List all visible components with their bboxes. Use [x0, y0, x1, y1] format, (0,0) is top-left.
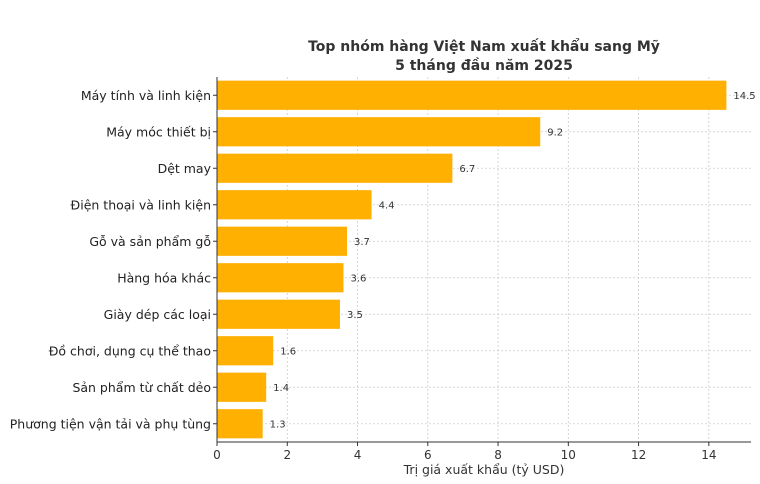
bar	[217, 190, 372, 220]
x-tick-label: 8	[494, 448, 502, 462]
category-label: Máy tính và linh kiện	[81, 88, 211, 103]
x-tick-label: 2	[283, 448, 291, 462]
category-label: Máy móc thiết bị	[106, 124, 211, 139]
bar	[217, 153, 453, 183]
data-label: 14.5	[733, 91, 755, 102]
chart-title: Top nhóm hàng Việt Nam xuất khẩu sang Mỹ	[308, 38, 660, 55]
category-label: Giày dép các loại	[104, 307, 211, 322]
data-label: 3.5	[347, 310, 363, 321]
data-label: 1.3	[270, 419, 286, 430]
data-label: 1.4	[273, 383, 289, 394]
bar	[217, 409, 263, 439]
data-label: 6.7	[459, 164, 475, 175]
bar	[217, 372, 267, 402]
x-tick-label: 4	[354, 448, 362, 462]
category-label: Đồ chơi, dụng cụ thể thao	[49, 343, 211, 358]
x-tick-label: 0	[213, 448, 221, 462]
category-label: Gỗ và sản phẩm gỗ	[89, 234, 211, 249]
x-axis-label: Trị giá xuất khẩu (tỷ USD)	[403, 462, 565, 477]
bar	[217, 263, 344, 293]
category-label: Phương tiện vận tải và phụ tùng	[10, 416, 211, 431]
category-label: Hàng hóa khác	[117, 270, 211, 285]
data-label: 4.4	[379, 200, 395, 211]
bar	[217, 226, 347, 256]
chart-subtitle: 5 tháng đầu năm 2025	[395, 57, 573, 74]
data-label: 3.6	[350, 273, 366, 284]
bar	[217, 336, 274, 366]
category-label: Điện thoại và linh kiện	[71, 197, 211, 212]
x-tick-label: 12	[631, 448, 646, 462]
x-tick-label: 6	[424, 448, 432, 462]
x-tick-label: 14	[701, 448, 716, 462]
bar	[217, 117, 541, 147]
bar	[217, 80, 727, 110]
bars: 14.5 9.2 6.7 4.4 3.7 3.6 3.5 1.6 1.4 1.3	[217, 80, 756, 439]
data-label: 9.2	[547, 127, 563, 138]
axes: 0 2 4 6 8 10 12 14 Máy tính và linh kiện Máy móc …	[10, 77, 751, 462]
data-label: 3.7	[354, 237, 370, 248]
data-label: 1.6	[280, 346, 296, 357]
category-label: Dệt may	[158, 161, 212, 176]
x-tick-label: 10	[561, 448, 576, 462]
bar	[217, 299, 340, 329]
category-label: Sản phẩm từ chất dẻo	[72, 380, 211, 395]
